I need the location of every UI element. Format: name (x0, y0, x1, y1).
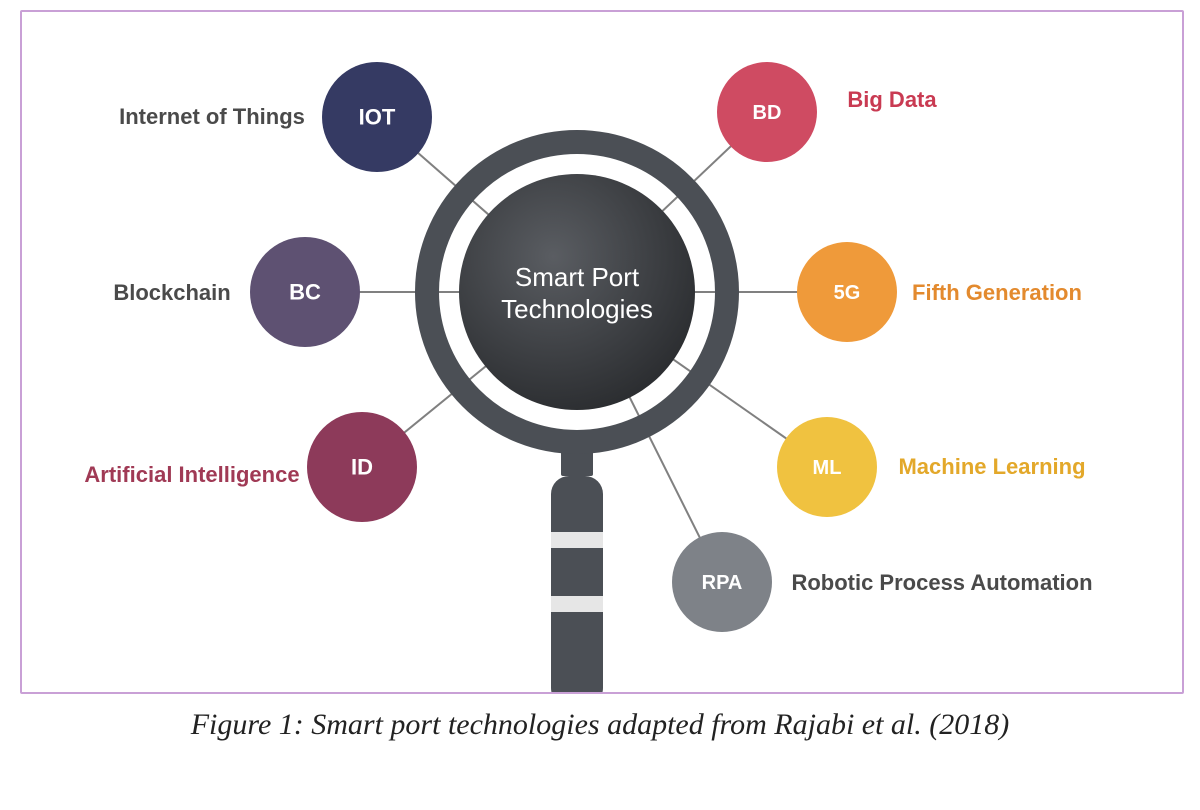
node-ml: ML Machine Learning (777, 417, 1086, 517)
node-id-label: Artificial Intelligence (84, 462, 299, 487)
node-bc: BC Blockchain (113, 237, 360, 347)
node-bc-abbr: BC (289, 280, 321, 305)
node-bc-label: Blockchain (113, 280, 230, 305)
node-iot-abbr: IOT (359, 105, 396, 130)
node-iot-label: Internet of Things (119, 104, 305, 129)
node-bd-label: Big Data (847, 87, 937, 112)
diagram-frame: Smart PortTechnologies IOT Internet of Thi… (20, 10, 1184, 694)
center-title-line1: Smart Port (515, 262, 640, 292)
node-rpa-label: Robotic Process Automation (791, 570, 1092, 595)
node-bd-abbr: BD (753, 102, 782, 124)
node-rpa-abbr: RPA (702, 572, 743, 594)
node-bd: BD Big Data (717, 62, 937, 162)
node-iot: IOT Internet of Things (119, 62, 432, 172)
node-ml-label: Machine Learning (898, 454, 1085, 479)
node-5g-label: Fifth Generation (912, 280, 1082, 305)
node-id: ID Artificial Intelligence (84, 412, 417, 522)
node-5g-abbr: 5G (834, 282, 861, 304)
magnifier-handle (551, 436, 603, 692)
node-id-abbr: ID (351, 455, 373, 480)
node-ml-abbr: ML (813, 457, 842, 479)
node-rpa: RPA Robotic Process Automation (672, 532, 1093, 632)
center-title-line2: Technologies (501, 294, 653, 324)
smart-port-diagram: Smart PortTechnologies IOT Internet of Thi… (22, 12, 1182, 692)
figure-caption: Figure 1: Smart port technologies adapte… (20, 708, 1180, 742)
center-hub: Smart PortTechnologies (427, 142, 727, 442)
node-5g: 5G Fifth Generation (797, 242, 1082, 342)
